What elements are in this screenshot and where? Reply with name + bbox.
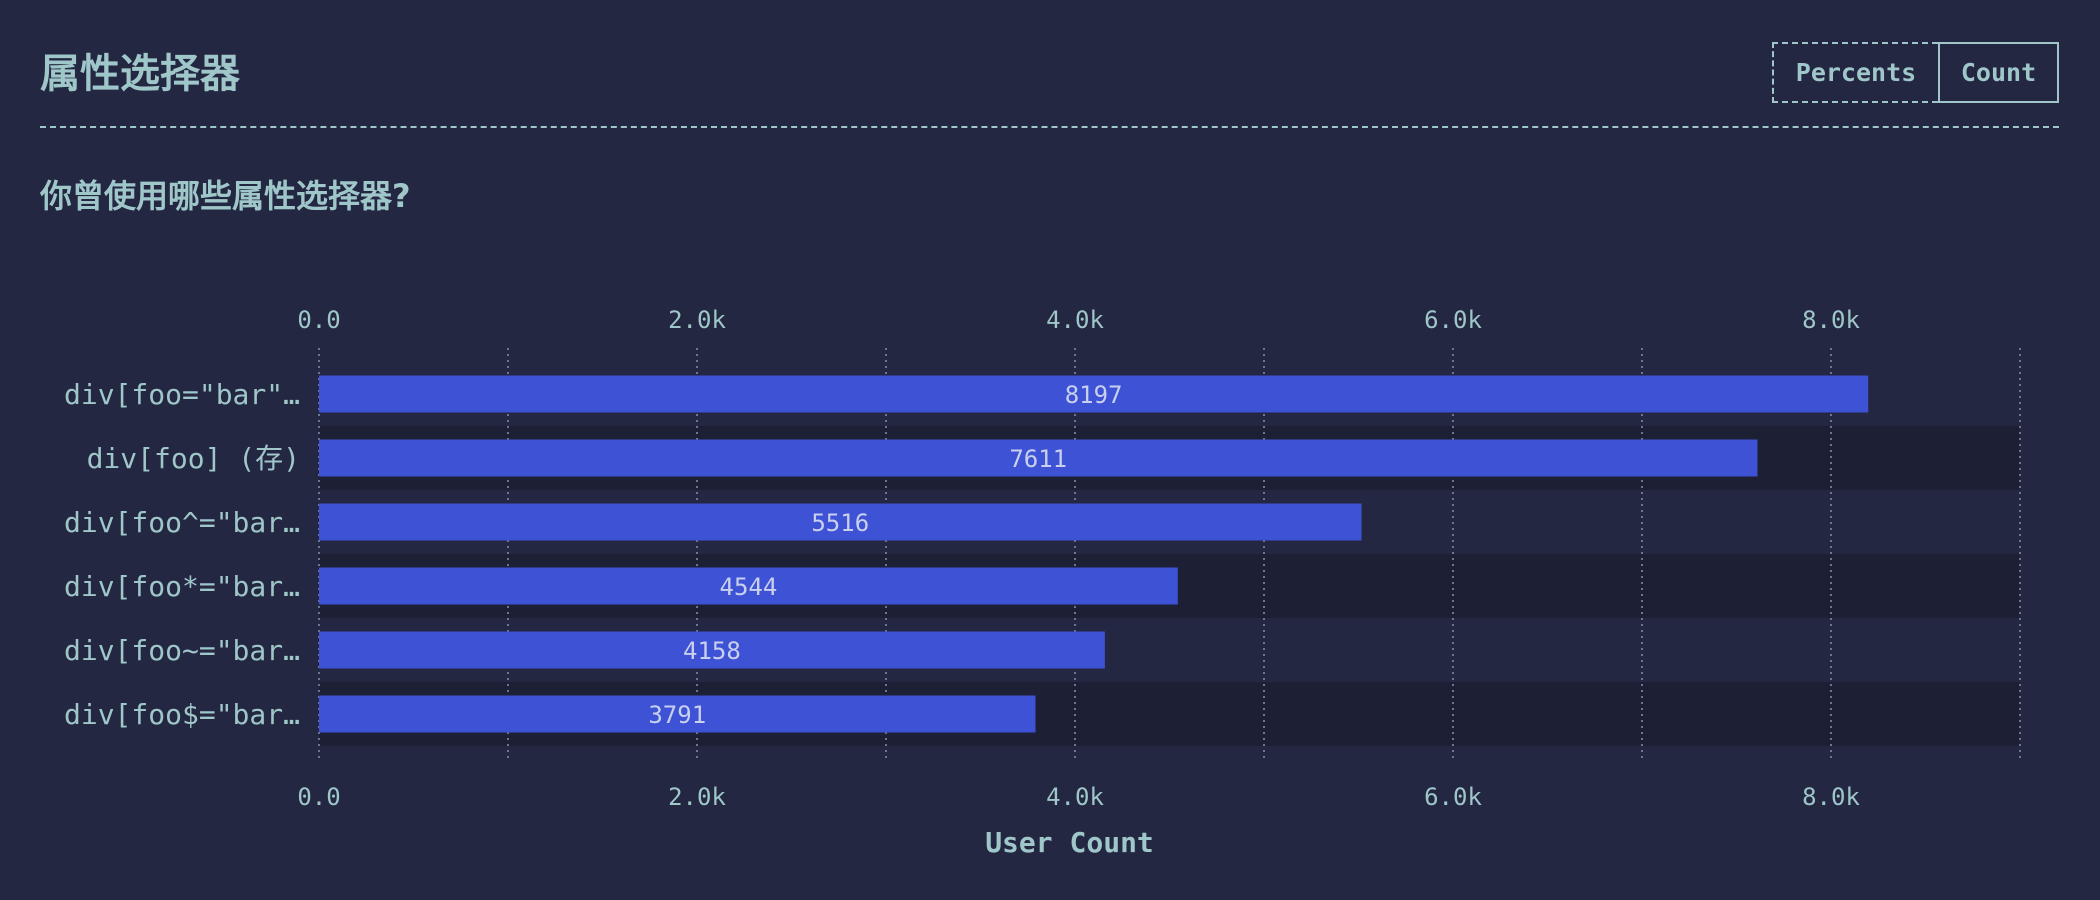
category-label: div[foo*="bar… xyxy=(64,570,300,603)
count-toggle-button[interactable]: Count xyxy=(1938,42,2059,103)
bar-value-label: 3791 xyxy=(648,701,706,729)
bar xyxy=(319,375,1869,413)
x-tick-label-top: 4.0k xyxy=(1046,306,1104,334)
bar-value-label: 7611 xyxy=(1009,445,1067,473)
percents-toggle-button[interactable]: Percents xyxy=(1772,42,1938,103)
bar xyxy=(319,567,1178,605)
bar-value-label: 4158 xyxy=(683,637,741,665)
bar-value-label: 4544 xyxy=(720,573,778,601)
category-label: div[foo$="bar… xyxy=(64,698,300,731)
x-tick-label-top: 2.0k xyxy=(668,306,726,334)
section-title: 属性选择器 xyxy=(40,51,240,97)
x-tick-label-bottom: 4.0k xyxy=(1046,783,1104,811)
bar xyxy=(319,503,1362,541)
x-tick-label-top: 8.0k xyxy=(1802,306,1860,334)
category-label: div[foo~="bar… xyxy=(64,634,300,667)
bar-value-label: 8197 xyxy=(1065,381,1123,409)
x-tick-label-bottom: 8.0k xyxy=(1802,783,1860,811)
bar-value-label: 5516 xyxy=(811,509,869,537)
title-divider xyxy=(40,126,2059,128)
x-axis-label: User Count xyxy=(985,826,1154,859)
x-tick-label-top: 6.0k xyxy=(1424,306,1482,334)
x-tick-label-bottom: 2.0k xyxy=(668,783,726,811)
question-title: 你曾使用哪些属性选择器? xyxy=(40,177,411,215)
category-label: div[foo="bar"… xyxy=(64,378,300,411)
unit-toggle: Percents Count xyxy=(1772,42,2059,103)
x-tick-label-bottom: 6.0k xyxy=(1424,783,1482,811)
category-label: div[foo^="bar… xyxy=(64,506,300,539)
bar xyxy=(319,439,1758,477)
bar xyxy=(319,631,1105,669)
x-tick-label-bottom: 0.0 xyxy=(297,783,340,811)
x-tick-label-top: 0.0 xyxy=(297,306,340,334)
category-label: div[foo] (存) xyxy=(87,442,300,475)
bar xyxy=(319,695,1036,733)
